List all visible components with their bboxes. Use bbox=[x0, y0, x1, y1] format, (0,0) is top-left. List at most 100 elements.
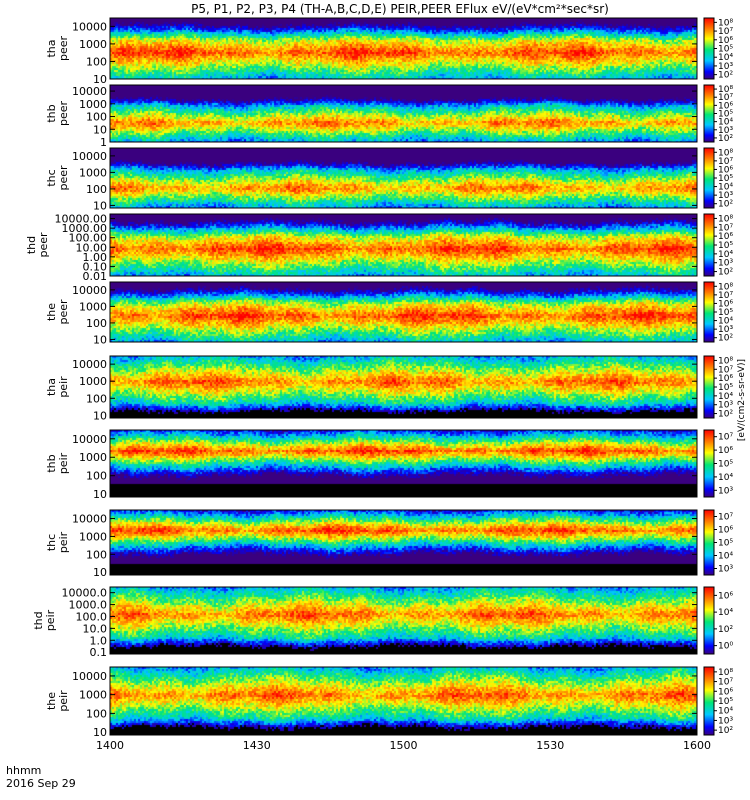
colorbar-tick-label: 10² bbox=[718, 200, 733, 210]
date-label: 2016 Sep 29 bbox=[6, 777, 76, 790]
y-tick-label: 10 bbox=[93, 123, 107, 136]
panel-thc-peer: 10 100 1000 10000 thc peer 10²10³10⁴10⁵10⁶10⁷1… bbox=[45, 147, 733, 212]
colorbar-tick-label: 10³ bbox=[718, 259, 733, 269]
colorbar-tick-label: 10⁵ bbox=[718, 110, 733, 120]
y-tick-label: 1000 bbox=[79, 38, 107, 51]
panel-probe-label: thc bbox=[45, 534, 58, 551]
colorbar-tick-label: 10⁴ bbox=[718, 183, 733, 193]
panel-probe-label: the bbox=[45, 303, 58, 321]
y-tick-label: 1 bbox=[100, 136, 107, 149]
y-tick-label: 10 bbox=[93, 409, 107, 422]
panel-product-label: peir bbox=[57, 452, 70, 474]
y-tick-label: 100 bbox=[86, 392, 107, 405]
colorbar bbox=[703, 429, 715, 498]
colorbar-tick-label: 10⁵ bbox=[718, 174, 733, 184]
colorbar-tick-label: 10⁷ bbox=[718, 291, 733, 301]
panel-product-label: peir bbox=[57, 531, 70, 553]
colorbar-tick-label: 10⁵ bbox=[718, 241, 733, 251]
colorbar-tick-label: 10⁶ bbox=[718, 446, 733, 456]
spectrogram-image bbox=[110, 430, 697, 497]
colorbar-tick-label: 10⁵ bbox=[718, 308, 733, 318]
colorbar-tick-label: 10⁷ bbox=[718, 93, 733, 103]
colorbar-tick-label: 10³ bbox=[718, 716, 733, 726]
panel-probe-label: thd bbox=[32, 611, 45, 629]
colorbar-tick-label: 10⁷ bbox=[718, 513, 733, 523]
colorbar-tick-label: 10⁸ bbox=[718, 282, 733, 292]
y-tick-label: 1000 bbox=[79, 166, 107, 179]
colorbar-tick-label: 10² bbox=[718, 410, 733, 420]
y-tick-label: 10000 bbox=[72, 150, 107, 163]
panel-frame bbox=[109, 429, 698, 498]
y-tick-label: 1000 bbox=[79, 451, 107, 464]
panel-tha-peir: 10 100 1000 10000 tha peir 10²10³10⁴10⁵10⁶10⁷1… bbox=[45, 355, 733, 422]
panel-product-label: peir bbox=[44, 609, 57, 631]
y-tick-label: 0.01 bbox=[83, 270, 108, 283]
y-tick-label: 1000.0 bbox=[69, 599, 108, 612]
x-axis-label: hhmm bbox=[6, 764, 41, 777]
colorbar-tick-label: 10⁵ bbox=[718, 539, 733, 549]
colorbar-tick-label: 10³ bbox=[718, 401, 733, 411]
panel-frame bbox=[109, 147, 698, 209]
colorbar bbox=[703, 281, 715, 343]
spectrogram-image bbox=[110, 85, 697, 142]
panel-probe-label: tha bbox=[45, 39, 58, 57]
colorbar-tick-label: 10⁶ bbox=[718, 36, 733, 46]
colorbar-tick-label: 10³ bbox=[718, 486, 733, 496]
panel-tha-peer: 10 100 1000 10000 tha peer 10²10³10⁴10⁵10⁶10⁷1… bbox=[45, 17, 733, 86]
panel-probe-label: thb bbox=[45, 104, 58, 122]
panel-frame bbox=[109, 84, 698, 143]
colorbar-tick-label: 10⁸ bbox=[718, 85, 733, 95]
colorbar-tick-label: 10⁴ bbox=[718, 707, 733, 717]
colorbar-tick-label: 10⁴ bbox=[718, 392, 733, 402]
y-tick-label: 10.0 bbox=[83, 622, 108, 635]
colorbar-tick-label: 10² bbox=[718, 134, 733, 144]
y-tick-label: 100.00 bbox=[69, 232, 108, 245]
spectrogram-image bbox=[110, 587, 697, 654]
colorbar-tick-label: 10⁶ bbox=[718, 165, 733, 175]
panel-probe-label: thb bbox=[45, 454, 58, 472]
y-tick-label: 100 bbox=[86, 317, 107, 330]
chart-title: P5, P1, P2, P3, P4 (TH-A,B,C,D,E) PEIR,P… bbox=[191, 2, 609, 16]
colorbar-tick-label: 10⁵ bbox=[718, 383, 733, 393]
y-tick-label: 10000 bbox=[72, 358, 107, 371]
colorbar-tick-label: 10⁶ bbox=[718, 299, 733, 309]
y-tick-label: 100 bbox=[86, 707, 107, 720]
panel-thb-peir: 10 100 1000 10000 thb peir 10³ 10⁴ 10⁵ 10⁶ 10⁷ bbox=[45, 429, 733, 501]
colorbar-tick-label: 10⁴ bbox=[718, 317, 733, 327]
panel-frame bbox=[109, 509, 698, 576]
colorbar-tick-label: 10⁷ bbox=[718, 223, 733, 233]
x-tick-label: 1430 bbox=[243, 739, 271, 752]
y-tick-label: 1.0 bbox=[90, 634, 108, 647]
y-tick-label: 1000 bbox=[79, 375, 107, 388]
y-tick-label: 10000 bbox=[72, 513, 107, 526]
colorbar-tick-label: 10⁶ bbox=[718, 687, 733, 697]
colorbar bbox=[703, 147, 715, 209]
panel-probe-label: thd bbox=[25, 236, 38, 254]
colorbar-tick-label: 10⁴ bbox=[718, 473, 733, 483]
y-tick-label: 10 bbox=[93, 726, 107, 739]
y-tick-label: 100 bbox=[86, 183, 107, 196]
y-tick-label: 10 bbox=[93, 199, 107, 212]
panel-product-label: peer bbox=[37, 232, 50, 258]
y-tick-label: 0.1 bbox=[90, 646, 108, 659]
panel-probe-label: the bbox=[45, 692, 58, 710]
panel-product-label: peer bbox=[57, 36, 70, 62]
panel-frame bbox=[109, 17, 698, 80]
y-tick-label: 1000 bbox=[79, 689, 107, 702]
colorbar bbox=[703, 17, 715, 80]
panel-product-label: peer bbox=[57, 101, 70, 127]
colorbar-tick-label: 10⁶ bbox=[718, 374, 733, 384]
y-tick-label: 10000 bbox=[72, 433, 107, 446]
colorbar-tick-label: 10⁸ bbox=[718, 18, 733, 28]
colorbar-tick-label: 10⁷ bbox=[718, 27, 733, 37]
colorbar-tick-label: 10³ bbox=[718, 126, 733, 136]
colorbar-tick-label: 10⁸ bbox=[718, 356, 733, 366]
colorbar-tick-label: 10² bbox=[718, 268, 733, 278]
colorbar-tick-label: 10³ bbox=[718, 191, 733, 201]
colorbar-tick-label: 10⁶ bbox=[718, 591, 733, 601]
panel-frame bbox=[109, 355, 698, 419]
